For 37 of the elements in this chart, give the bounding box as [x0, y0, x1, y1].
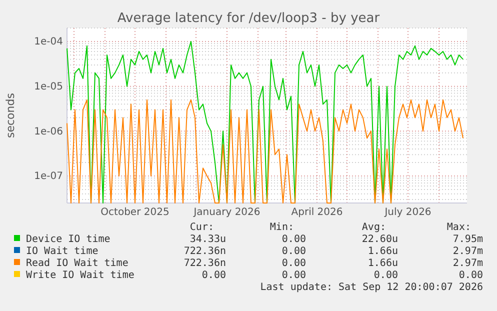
- text: 0.00: [282, 234, 306, 245]
- y-tick-label: 1e-06: [34, 126, 63, 138]
- text: 0.00: [374, 270, 398, 281]
- text: 1.66u: [368, 246, 398, 257]
- y-tick-label: 1e-07: [34, 171, 63, 182]
- legend-label: Read IO Wait time: [26, 258, 128, 269]
- legend-label: Device IO time: [26, 234, 110, 245]
- text: Last update: Sat Sep 12 20:00:07 2026: [260, 282, 483, 293]
- line-series: [66, 40, 464, 204]
- text: Cur:: [190, 222, 214, 233]
- text: 34.33u: [190, 234, 226, 245]
- text: 722.36n: [184, 258, 226, 269]
- text: 7.95m: [452, 234, 483, 245]
- y-tick-label: 1e-05: [34, 82, 63, 93]
- text: 0.00: [282, 258, 306, 269]
- x-tick-label: July 2026: [384, 207, 432, 218]
- text: 722.36n: [184, 246, 226, 257]
- text: 0.00: [458, 270, 483, 281]
- line-series: [66, 99, 464, 204]
- text: 0.00: [282, 246, 306, 257]
- legend-label: IO Wait time: [26, 246, 98, 257]
- text: Max:: [446, 222, 471, 233]
- x-tick-label: April 2026: [291, 207, 343, 218]
- text: 22.60u: [362, 234, 398, 245]
- text: 0.00: [282, 270, 306, 281]
- text: 2.97m: [452, 258, 483, 269]
- text: 2.97m: [452, 246, 483, 257]
- y-tick-label: 1e-04: [34, 36, 63, 48]
- text: 0.00: [202, 270, 226, 281]
- y-axis-title: seconds: [4, 92, 17, 138]
- x-tick-label: October 2025: [100, 207, 170, 218]
- chart-title: Average latency for /dev/loop3 - by year: [117, 11, 380, 26]
- legend-label: Write IO Wait time: [26, 270, 134, 281]
- text: Avg:: [362, 222, 386, 233]
- x-tick-label: January 2026: [192, 207, 260, 218]
- text: Min:: [270, 222, 294, 233]
- text: 1.66u: [368, 258, 398, 269]
